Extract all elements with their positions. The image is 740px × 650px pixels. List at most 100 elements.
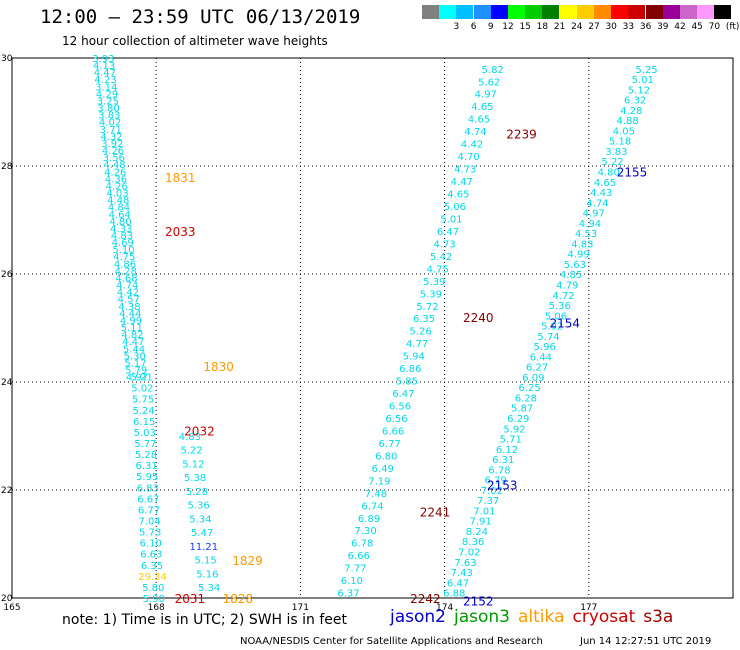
wave-height-value: 7.43: [451, 568, 473, 579]
wave-height-value: 6.88: [443, 589, 465, 600]
wave-height-value: 4.75: [427, 264, 449, 275]
wave-height-value: 4.65: [594, 178, 616, 189]
pass-time-label: 1830: [203, 360, 234, 374]
x-tick-label: 165: [3, 603, 20, 613]
wave-height-value: 4.83: [571, 239, 593, 250]
wave-height-value: 4.72: [552, 291, 574, 302]
wave-height-value: 7.01: [473, 506, 495, 517]
wave-height-value: 6.29: [507, 414, 529, 425]
wave-height-value: 4.26: [106, 181, 128, 192]
wave-height-value: 6.86: [399, 364, 421, 375]
wave-height-value: 4.43: [590, 188, 612, 199]
wave-height-value: 6.47: [392, 389, 414, 400]
legend-unit: (ft): [725, 22, 740, 32]
wave-height-value: 4.29: [96, 89, 118, 100]
pass-time-label: 2241: [420, 506, 451, 520]
legend-swatch: [680, 5, 697, 19]
wave-height-value: 5.39: [423, 277, 445, 288]
wave-height-value: 7.77: [344, 564, 366, 575]
wave-height-value: 4.57: [118, 295, 140, 306]
pass-time-label: 2155: [617, 165, 648, 179]
pass-time-label: 2239: [506, 128, 537, 142]
pass-time-label: 2153: [487, 479, 518, 493]
wave-height-value: 6.77: [138, 505, 160, 516]
legend-swatch: [594, 5, 611, 19]
wave-height-value: 4.68: [115, 273, 137, 284]
wave-height-value: 4.77: [406, 339, 428, 350]
satellite-legend: jason2 jason3 altika cryosat s3a: [390, 607, 681, 627]
wave-height-value: 5.47: [191, 528, 213, 539]
pass-time-label: 2152: [463, 595, 494, 609]
wave-height-value: 5.12: [182, 459, 204, 470]
legend-label: 70: [708, 22, 721, 32]
wave-height-value: 6.10: [341, 576, 363, 587]
legend-label: 36: [639, 22, 652, 32]
pass-time-label: 2032: [184, 425, 215, 439]
wave-height-value: 7.02: [481, 486, 503, 497]
wave-height-value: 3.92: [101, 139, 123, 150]
legend-swatch: [542, 5, 560, 19]
wave-height-value: 3.93: [92, 54, 114, 65]
wave-height-value: 5.38: [184, 473, 206, 484]
satellite-jason3: jason3: [454, 607, 510, 627]
wave-height-value: 6.27: [526, 363, 548, 374]
wave-height-value: 5.28: [135, 450, 157, 461]
wave-height-value: 4.86: [114, 259, 136, 270]
wave-height-value: 4.75: [113, 252, 135, 263]
legend-label: 3: [453, 22, 460, 32]
satellite-jason2: jason2: [390, 607, 446, 627]
wave-height-value: 5.73: [139, 528, 161, 539]
y-tick-label: 20: [1, 594, 13, 604]
wave-height-value: 5.18: [609, 137, 631, 148]
wave-height-value: 4.47: [451, 177, 473, 188]
wave-height-value: 4.36: [105, 174, 127, 185]
footer-note: note: 1) Time is in UTC; 2) SWH is in fe…: [62, 612, 348, 628]
pass-time-label: 2154: [549, 317, 580, 331]
wave-height-value: 5.34: [189, 514, 211, 525]
wave-height-value: 6.15: [133, 417, 155, 428]
wave-height-value: 7.19: [368, 476, 390, 487]
wave-height-value: 6.83: [137, 483, 159, 494]
wave-height-value: 4.47: [94, 68, 116, 79]
wave-height-value: 3.71: [100, 125, 122, 136]
wave-height-value: 4.73: [433, 239, 455, 250]
y-tick-label: 22: [1, 486, 12, 496]
wave-height-value: 5.01: [632, 75, 654, 86]
wave-height-value: 7.91: [469, 517, 491, 528]
wave-height-value: 4.65: [468, 115, 490, 126]
wave-height-value: 4.26: [102, 146, 124, 157]
legend-label: 42: [674, 22, 686, 32]
wave-height-value: 4.70: [458, 152, 480, 163]
wave-height-value: 5.90: [143, 594, 165, 605]
wave-height-value: 4.42: [117, 288, 139, 299]
wave-height-value: 5.24: [132, 406, 154, 417]
wave-height-value: 5.12: [628, 85, 650, 96]
y-tick-label: 24: [1, 378, 13, 388]
wave-height-value: 6.74: [361, 501, 383, 512]
wave-height-value: 29.34: [138, 572, 167, 583]
wave-height-value: 7.02: [458, 548, 480, 559]
legend-swatch: [576, 5, 594, 19]
wave-height-value: 5.28: [186, 487, 208, 498]
x-tick-label: 171: [292, 603, 309, 613]
wave-height-value: 5.72: [416, 302, 438, 313]
wave-height-value: 5.06: [545, 311, 567, 322]
wave-height-value: 4.83: [179, 432, 201, 443]
x-tick-label: 177: [580, 603, 597, 613]
wave-height-value: 5.92: [541, 322, 563, 333]
wave-height-value: 5.06: [444, 202, 466, 213]
legend-label: 30: [605, 22, 617, 32]
y-tick-label: 26: [1, 270, 13, 280]
wave-height-value: 7.48: [365, 489, 387, 500]
wave-height-value: 4.28: [620, 106, 642, 117]
wave-height-value: 4.64: [109, 210, 131, 221]
wave-height-value: 6.31: [135, 461, 157, 472]
legend-label: 9: [487, 22, 494, 32]
wave-height-value: 5.95: [136, 472, 158, 483]
legend-label: 33: [622, 22, 635, 32]
wave-height-value: 6.56: [389, 402, 411, 413]
pass-time-label: 2031: [175, 592, 206, 606]
wave-height-value: 5.92: [503, 424, 525, 435]
wave-height-value: 5.30: [124, 351, 146, 362]
